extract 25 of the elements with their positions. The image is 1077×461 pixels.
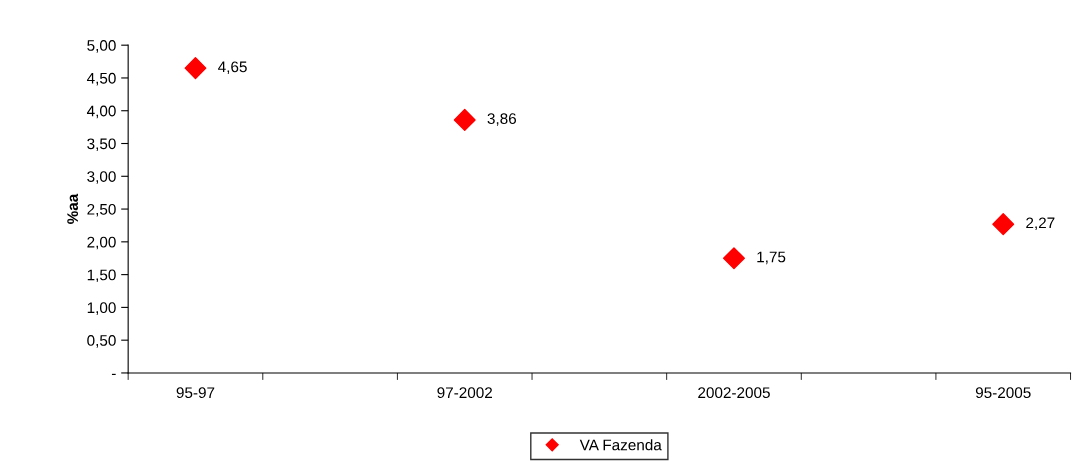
y-tick-label: 1,00 [87, 302, 116, 315]
y-tick-label: 0,50 [87, 335, 116, 348]
y-axis-title: %aa [67, 193, 79, 224]
x-tick-label: 95-97 [176, 387, 215, 399]
x-tick-label: 95-2005 [975, 387, 1031, 399]
data-label: 2,27 [1026, 217, 1055, 231]
data-label: 1,75 [757, 251, 786, 265]
point [992, 213, 1015, 236]
x-tick-label: 2002-2005 [698, 387, 770, 399]
y-tick-label: 3,50 [87, 138, 116, 151]
y-tick-label: 5,00 [87, 40, 116, 53]
y-tick-label: - [111, 373, 116, 376]
x-tick-label: 97-2002 [437, 387, 492, 399]
point [453, 108, 476, 131]
y-tick-label: 2,00 [87, 236, 116, 250]
y-tick-label: 2,50 [87, 203, 116, 217]
data-label: 4,65 [218, 61, 247, 75]
y-tick-label: 4,50 [86, 72, 116, 86]
point [184, 57, 207, 80]
y-tick-label: 4,00 [86, 105, 116, 119]
y-tick-label: 1,50 [87, 269, 116, 283]
legend-label: VA Fazenda [579, 439, 662, 451]
y-tick-label: 3,00 [87, 171, 116, 184]
data-label: 3,86 [487, 113, 517, 126]
point [722, 247, 745, 270]
